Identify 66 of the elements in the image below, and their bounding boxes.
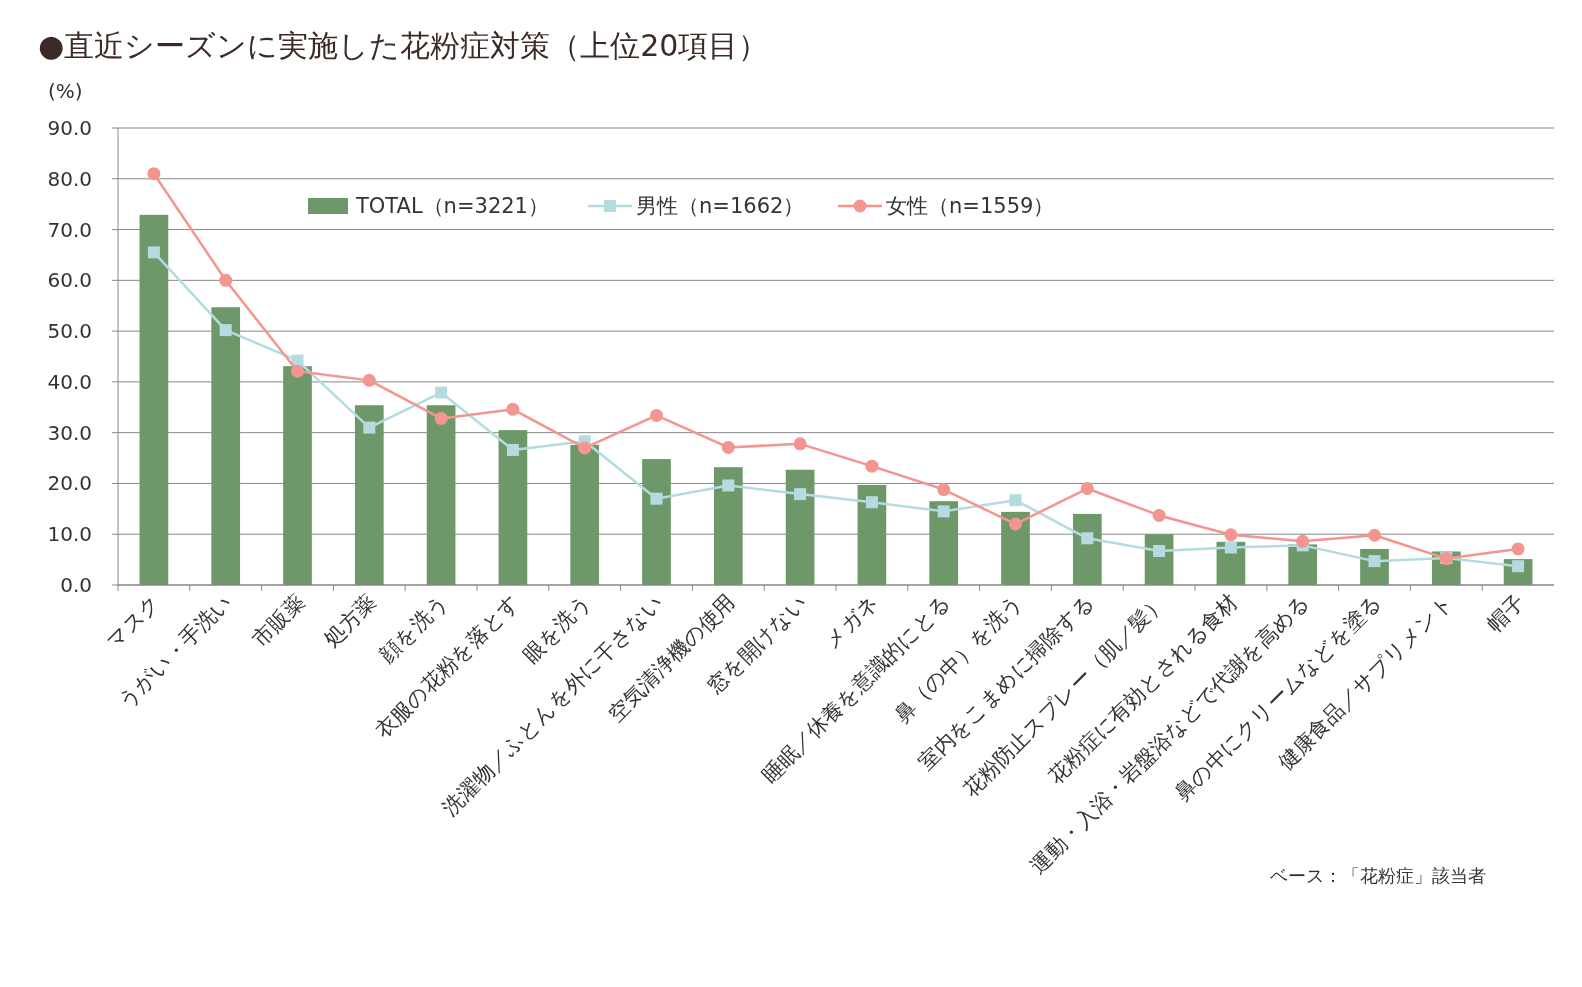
point [722, 479, 735, 492]
point [362, 373, 376, 387]
point [794, 488, 807, 501]
point [1009, 517, 1022, 531]
point [291, 364, 304, 378]
bar [857, 484, 887, 585]
point [865, 459, 879, 473]
bar [785, 469, 815, 585]
point [434, 411, 448, 425]
y-axis-title: (%) [48, 79, 83, 103]
x-tick-label: 帽子 [1482, 589, 1530, 637]
point [1296, 534, 1310, 548]
point [1224, 541, 1237, 554]
bar [713, 467, 743, 585]
bar [1072, 513, 1102, 585]
bar [139, 214, 169, 585]
point [650, 492, 663, 505]
bar [426, 405, 456, 585]
chart-title: ●直近シーズンに実施した花粉症対策（上位20項目） [38, 28, 769, 63]
point [219, 324, 232, 337]
point [1224, 528, 1238, 542]
point [937, 505, 950, 518]
point [506, 402, 520, 416]
y-tick-label: 40.0 [47, 369, 92, 394]
bar [570, 444, 600, 585]
point [937, 483, 951, 497]
y-tick-label: 30.0 [47, 420, 92, 445]
bar [211, 307, 241, 585]
y-tick-label: 50.0 [47, 319, 92, 344]
y-tick-label: 70.0 [47, 217, 92, 242]
y-tick-label: 90.0 [47, 116, 92, 140]
point [1152, 508, 1166, 522]
x-tick-label: 市販薬 [247, 589, 310, 652]
bar [498, 430, 528, 585]
bar [354, 405, 384, 585]
legend-label: TOTAL（n=3221） [355, 194, 549, 219]
bar [929, 501, 959, 585]
point [650, 408, 663, 422]
bar [283, 366, 312, 585]
point [363, 421, 376, 434]
point [435, 386, 448, 399]
point [865, 496, 878, 509]
point [1080, 482, 1094, 496]
point [1511, 542, 1525, 556]
point [147, 246, 160, 259]
legend-label: 男性（n=1662） [636, 194, 805, 219]
point [721, 440, 735, 454]
y-tick-label: 80.0 [47, 166, 92, 191]
point [147, 167, 161, 181]
y-tick-label: 10.0 [47, 522, 92, 547]
y-tick-label: 20.0 [47, 471, 92, 496]
legend-label: 女性（n=1559） [886, 194, 1055, 219]
point [1081, 532, 1094, 545]
point [578, 441, 592, 455]
y-tick-label: 0.0 [60, 573, 92, 597]
point [1368, 528, 1381, 542]
y-tick-label: 60.0 [47, 268, 92, 293]
bar [1001, 511, 1030, 585]
point [793, 437, 807, 451]
x-tick-label: マスク [101, 589, 166, 654]
bar [642, 459, 671, 585]
point [506, 443, 519, 456]
point [1009, 494, 1022, 507]
point [219, 273, 233, 287]
text: ベース：「花粉症」該当者 [1270, 865, 1486, 886]
point [1153, 544, 1166, 557]
